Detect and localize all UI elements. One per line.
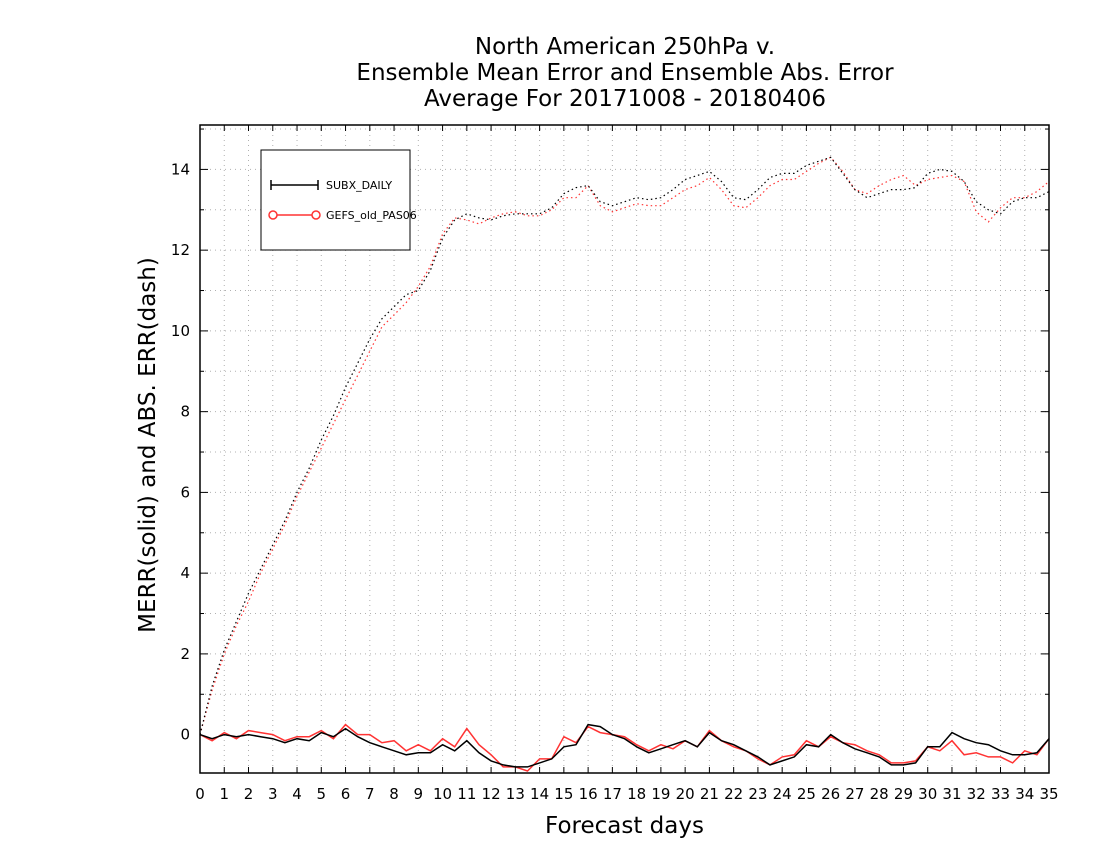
x-tick-label: 1 xyxy=(219,785,229,803)
x-tick-label: 13 xyxy=(506,785,525,803)
x-tick-label: 15 xyxy=(554,785,573,803)
x-tick-label: 28 xyxy=(870,785,889,803)
x-tick-label: 31 xyxy=(942,785,961,803)
mean-error-line-gefs-old-pas06 xyxy=(199,723,1050,772)
y-tick-label: 14 xyxy=(171,160,190,178)
x-tick-label: 30 xyxy=(918,785,937,803)
x-tick-label: 0 xyxy=(195,785,205,803)
legend-label-subx: SUBX_DAILY xyxy=(326,179,392,192)
x-axis-label: Forecast days xyxy=(545,813,704,839)
mean-error-line-subx-daily xyxy=(199,723,1050,768)
y-axis-label: MERR(solid) and ABS. ERR(dash) xyxy=(135,257,161,633)
y-tick-label: 8 xyxy=(180,403,190,421)
x-tick-label: 19 xyxy=(651,785,670,803)
legend: SUBX_DAILY GEFS_old_PAS06 xyxy=(260,149,417,251)
x-tick-label: 11 xyxy=(457,785,476,803)
y-tick-label: 2 xyxy=(180,645,190,663)
legend-label-gefs: GEFS_old_PAS06 xyxy=(326,209,417,222)
mean-error-lines xyxy=(199,723,1050,772)
chart-title-line-2: Ensemble Mean Error and Ensemble Abs. Er… xyxy=(356,60,894,86)
x-tick-label: 8 xyxy=(389,785,399,803)
chart-title-line-1: North American 250hPa v. xyxy=(474,34,776,60)
chart-title: North American 250hPa v. Ensemble Mean E… xyxy=(0,34,1100,112)
y-tick-label: 4 xyxy=(180,564,190,582)
x-tick-label: 12 xyxy=(482,785,501,803)
x-tick-label: 10 xyxy=(433,785,452,803)
x-tick-label: 35 xyxy=(1039,785,1058,803)
x-tick-label: 26 xyxy=(821,785,840,803)
y-tick-label: 0 xyxy=(180,726,190,744)
x-tick-label: 24 xyxy=(773,785,792,803)
x-tick-label: 29 xyxy=(894,785,913,803)
legend-marker-circle-right xyxy=(311,210,321,220)
x-tick-label: 5 xyxy=(317,785,327,803)
x-tick-label: 17 xyxy=(603,785,622,803)
x-tick-label: 23 xyxy=(748,785,767,803)
plot-frame xyxy=(199,124,1050,774)
y-tick-label: 6 xyxy=(180,483,190,501)
x-tick-label: 27 xyxy=(845,785,864,803)
grid xyxy=(200,125,1049,773)
axis-ticks: 0 1 2 3 4 5 6 7 8 9 10 11 12 13 14 15 16 17 18 19 20 21 22 23 24… xyxy=(171,125,1059,803)
x-tick-label: 2 xyxy=(244,785,254,803)
x-tick-label: 34 xyxy=(1015,785,1034,803)
x-tick-label: 16 xyxy=(579,785,598,803)
x-tick-label: 25 xyxy=(797,785,816,803)
y-tick-label: 10 xyxy=(171,322,190,340)
x-tick-label: 6 xyxy=(341,785,351,803)
x-tick-label: 3 xyxy=(268,785,278,803)
x-tick-label: 14 xyxy=(530,785,549,803)
x-tick-label: 4 xyxy=(292,785,302,803)
y-tick-label: 12 xyxy=(171,241,190,259)
x-tick-label: 32 xyxy=(967,785,986,803)
legend-marker-circle-left xyxy=(268,210,278,220)
x-tick-label: 22 xyxy=(724,785,743,803)
x-tick-label: 33 xyxy=(991,785,1010,803)
x-tick-label: 9 xyxy=(414,785,424,803)
x-tick-label: 7 xyxy=(365,785,375,803)
x-tick-label: 21 xyxy=(700,785,719,803)
chart-title-line-3: Average For 20171008 - 20180406 xyxy=(423,86,827,112)
legend-box xyxy=(260,149,411,251)
x-tick-label: 18 xyxy=(627,785,646,803)
x-tick-label: 20 xyxy=(676,785,695,803)
